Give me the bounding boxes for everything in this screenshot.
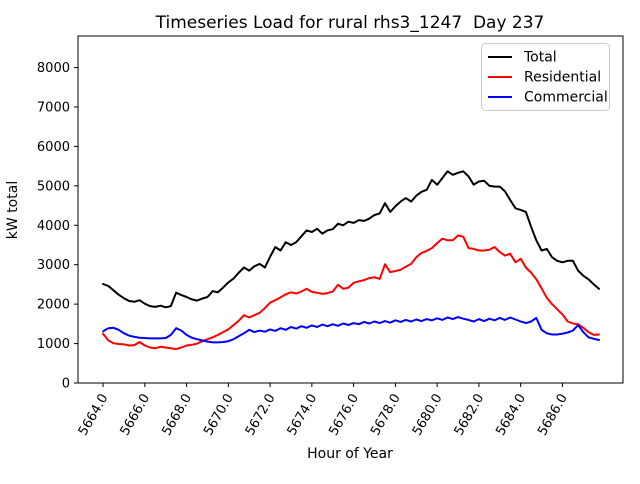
chart-title: Timeseries Load for rural rhs3_1247 Day … [155,13,545,33]
y-tick-label: 1000 [37,337,70,352]
x-axis-label: Hour of Year [307,446,393,462]
legend-label-total: Total [523,50,557,66]
legend: Total Residential Commercial [481,43,610,111]
y-axis-ticks: 0 1000 2000 3000 4000 5000 6000 7000 8000 [37,61,78,392]
y-axis-label: kW total [5,181,21,239]
y-tick-label: 3000 [37,258,70,273]
legend-label-residential: Residential [524,70,601,86]
y-tick-label: 5000 [37,179,70,194]
plot-area-border [77,35,624,384]
y-tick-label: 7000 [37,100,70,115]
series-line-total [102,170,600,309]
series-line-commercial [102,316,600,344]
y-tick-label: 6000 [37,140,70,155]
legend-label-commercial: Commercial [524,90,608,106]
series-line-residential [102,234,600,351]
y-tick-label: 0 [62,377,70,392]
y-tick-label: 4000 [37,219,70,234]
legend-frame [481,43,610,111]
series-lines [102,170,600,351]
y-tick-label: 8000 [37,61,70,76]
y-tick-label: 2000 [37,298,70,313]
